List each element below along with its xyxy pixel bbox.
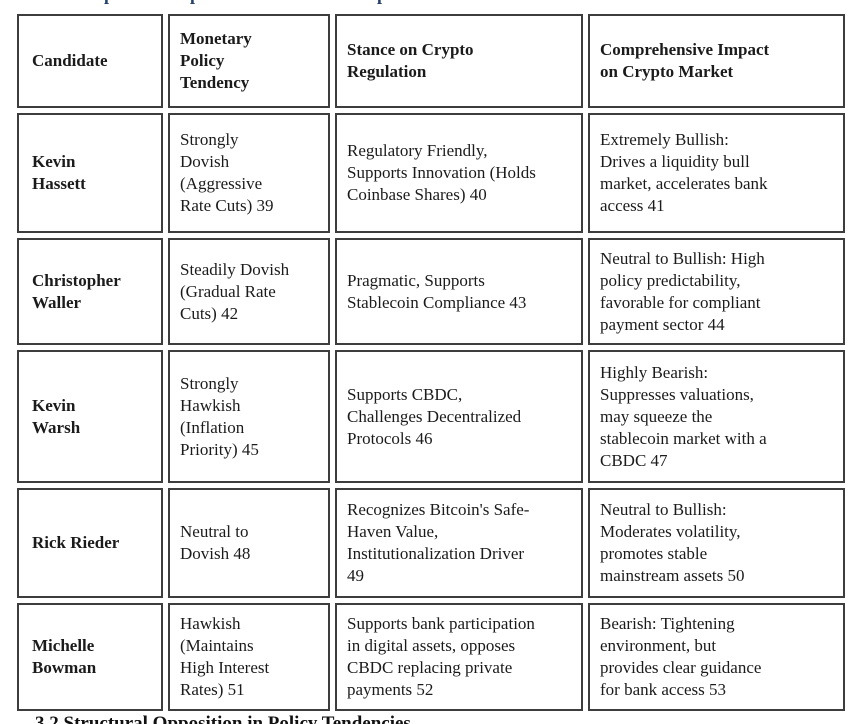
cell-crypto-stance: Pragmatic, Supports Stablecoin Complianc… bbox=[335, 238, 583, 345]
header-cell-candidate: Candidate bbox=[17, 14, 163, 108]
cell-monetary-policy: Neutral to Dovish 48 bbox=[168, 488, 330, 598]
cell-market-impact: Highly Bearish: Suppresses valuations, m… bbox=[588, 350, 845, 483]
cell-market-impact: Neutral to Bullish: Moderates volatility… bbox=[588, 488, 845, 598]
header-cell-monetary-policy: Monetary Policy Tendency bbox=[168, 14, 330, 108]
header-cell-crypto-regulation: Stance on Crypto Regulation bbox=[335, 14, 583, 108]
cell-market-impact: Neutral to Bullish: High policy predicta… bbox=[588, 238, 845, 345]
table-row: Kevin Warsh Strongly Hawkish (Inflation … bbox=[17, 350, 845, 483]
cell-monetary-policy: Strongly Dovish (Aggressive Rate Cuts) 3… bbox=[168, 113, 330, 233]
header-cell-crypto-impact: Comprehensive Impact on Crypto Market bbox=[588, 14, 845, 108]
table-header-row: Candidate Monetary Policy Tendency Stanc… bbox=[17, 14, 845, 108]
cut-off-text-fragment: p bbox=[190, 0, 197, 6]
cell-monetary-policy: Hawkish (Maintains High Interest Rates) … bbox=[168, 603, 330, 711]
cut-off-text-fragment: p bbox=[104, 0, 111, 6]
table-row: Rick Rieder Neutral to Dovish 48 Recogni… bbox=[17, 488, 845, 598]
section-heading-cutoff: 3.2 Structural Opposition in Policy Tend… bbox=[35, 713, 411, 724]
cell-crypto-stance: Regulatory Friendly, Supports Innovation… bbox=[335, 113, 583, 233]
cell-candidate: Michelle Bowman bbox=[17, 603, 163, 711]
table-row: Michelle Bowman Hawkish (Maintains High … bbox=[17, 603, 845, 711]
table-row: Christopher Waller Steadily Dovish (Grad… bbox=[17, 238, 845, 345]
cell-monetary-policy: Steadily Dovish (Gradual Rate Cuts) 42 bbox=[168, 238, 330, 345]
table-row: Kevin Hassett Strongly Dovish (Aggressiv… bbox=[17, 113, 845, 233]
candidates-crypto-table: Candidate Monetary Policy Tendency Stanc… bbox=[12, 9, 850, 716]
cell-candidate: Kevin Hassett bbox=[17, 113, 163, 233]
cell-monetary-policy: Strongly Hawkish (Inflation Priority) 45 bbox=[168, 350, 330, 483]
cell-crypto-stance: Recognizes Bitcoin's Safe- Haven Value, … bbox=[335, 488, 583, 598]
cell-market-impact: Bearish: Tightening environment, but pro… bbox=[588, 603, 845, 711]
cell-crypto-stance: Supports bank participation in digital a… bbox=[335, 603, 583, 711]
cell-candidate: Kevin Warsh bbox=[17, 350, 163, 483]
cut-off-text-fragment: p bbox=[377, 0, 384, 6]
cell-candidate: Christopher Waller bbox=[17, 238, 163, 345]
cell-market-impact: Extremely Bullish: Drives a liquidity bu… bbox=[588, 113, 845, 233]
cell-crypto-stance: Supports CBDC, Challenges Decentralized … bbox=[335, 350, 583, 483]
cell-candidate: Rick Rieder bbox=[17, 488, 163, 598]
